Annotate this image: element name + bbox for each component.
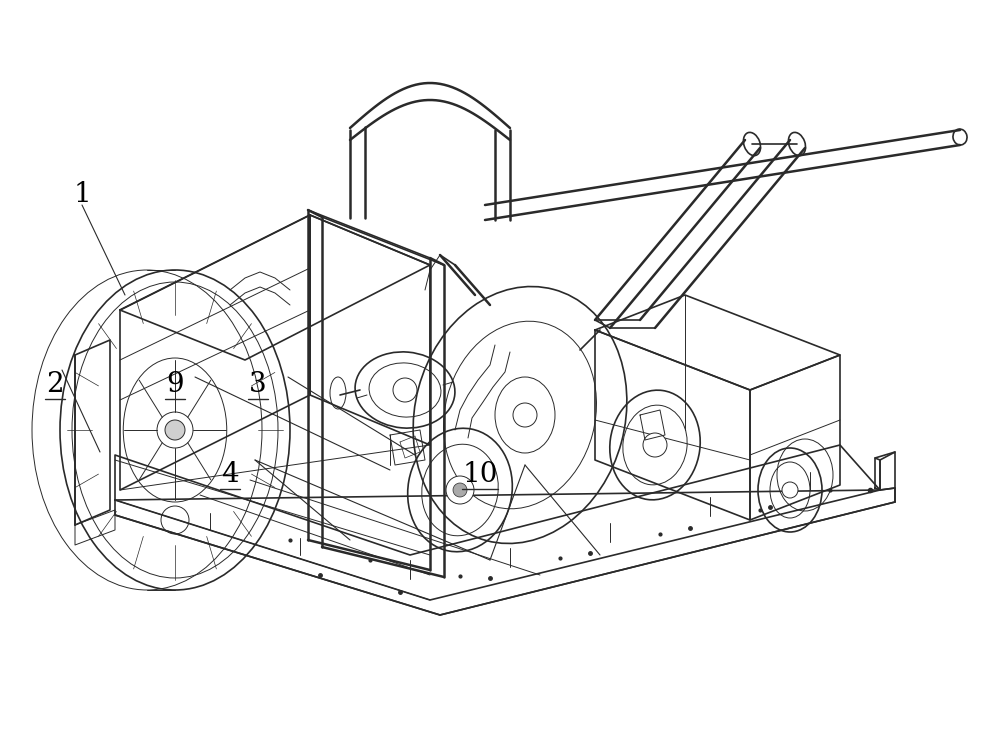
Circle shape — [782, 482, 798, 498]
Text: 10: 10 — [462, 462, 498, 489]
Text: 2: 2 — [46, 371, 64, 398]
Circle shape — [157, 412, 193, 448]
Circle shape — [446, 476, 474, 504]
Circle shape — [393, 378, 417, 402]
Text: 1: 1 — [73, 182, 91, 208]
Circle shape — [165, 420, 185, 440]
Text: 3: 3 — [249, 371, 267, 398]
Text: 9: 9 — [166, 371, 184, 398]
Circle shape — [513, 403, 537, 427]
Text: 4: 4 — [221, 462, 239, 489]
Circle shape — [453, 483, 467, 497]
Circle shape — [643, 433, 667, 457]
